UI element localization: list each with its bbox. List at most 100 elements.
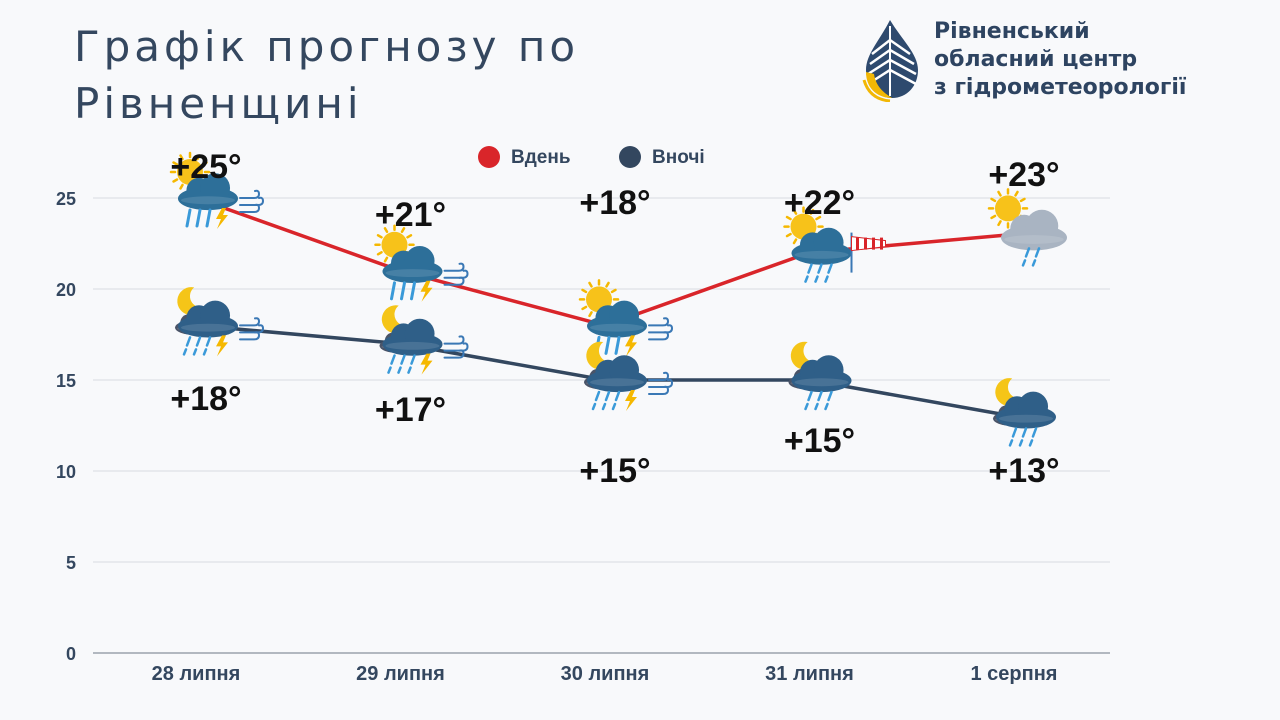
sun-ray <box>990 214 997 220</box>
rain-drop <box>604 335 611 355</box>
sun-ray <box>581 288 588 294</box>
rain-drop <box>407 366 412 374</box>
cloud-highlight <box>385 341 440 350</box>
wind-stroke <box>648 331 670 341</box>
rain-drop <box>1024 247 1031 258</box>
rain-drop <box>185 208 192 228</box>
x-axis: 28 липня 29 липня 30 липня 31 липня 1 серпня <box>152 663 1058 685</box>
lightning-bolt <box>420 353 433 375</box>
rain-drop <box>1028 439 1034 447</box>
cloud-highlight <box>794 378 849 387</box>
sun-ray <box>376 251 383 256</box>
rain-drop <box>591 402 597 411</box>
rain-drop <box>614 390 621 402</box>
wind-stroke <box>239 196 265 206</box>
sun-ray <box>792 208 798 215</box>
x-tick-label: 28 липня <box>152 663 241 685</box>
wind-stroke <box>443 262 465 272</box>
sun-ray <box>997 190 1002 197</box>
sun-ray <box>406 234 413 239</box>
sun-ray <box>383 227 389 234</box>
sun-ray <box>1014 190 1019 197</box>
night-temp-label: +13° <box>988 452 1059 490</box>
chart-legend: Вдень Вночі <box>478 146 705 168</box>
lightning-bolt <box>216 208 228 229</box>
sun-ray <box>179 183 184 190</box>
rain-drop <box>1031 427 1038 438</box>
cloud-puff <box>404 318 435 349</box>
rain-drop <box>601 402 607 411</box>
sun-ray <box>172 178 179 183</box>
rain-drop <box>192 348 198 356</box>
sun-ray <box>383 256 389 263</box>
logo-line-2: обласний центр <box>934 47 1138 72</box>
rain-drop <box>1021 427 1028 438</box>
sun-ray <box>997 220 1002 227</box>
night-temp-label: +15° <box>784 422 855 460</box>
y-tick-label: 20 <box>56 280 76 300</box>
y-tick-label: 15 <box>56 371 76 391</box>
cloud-highlight <box>181 323 235 332</box>
logo-line-1: Рівненський <box>934 19 1090 44</box>
cloud-highlight <box>181 196 235 205</box>
cloud-highlight <box>999 414 1053 423</box>
moon-cloud-thunderstorm-wind-icon <box>379 305 469 375</box>
rain-drop <box>195 208 202 228</box>
sun-ray <box>990 197 997 203</box>
sun-cloud-rain-windsock-icon <box>783 206 886 283</box>
cloud-puff <box>813 355 844 385</box>
rain-drop <box>611 402 617 411</box>
rain-drop <box>182 348 188 356</box>
moon-cloud-thunderstorm-wind-icon <box>175 287 265 357</box>
rain-drop <box>205 208 212 228</box>
rain-drop <box>827 263 833 274</box>
rain-drop <box>390 281 396 301</box>
sun-disc <box>995 195 1021 222</box>
rain-drop <box>202 348 208 356</box>
rain-drop <box>1021 259 1027 267</box>
wind-stroke <box>239 331 261 341</box>
rain-drop <box>817 263 823 274</box>
wind-stroke <box>239 189 261 199</box>
legend-day-marker <box>478 146 500 168</box>
sun-ray <box>201 161 208 166</box>
rain-drop <box>205 336 212 347</box>
rain-drop <box>594 390 601 402</box>
day-temp-label: +18° <box>579 184 650 222</box>
rain-drop <box>1034 247 1041 258</box>
lightning-bolt <box>625 335 637 357</box>
lightning-bolt <box>420 280 433 302</box>
sun-cloud-rain-icon <box>987 188 1067 267</box>
night-temp-label: +17° <box>375 391 446 429</box>
rain-drop <box>807 263 813 274</box>
wind-stroke <box>239 203 261 213</box>
sun-ray <box>172 161 179 166</box>
sun-cloud-thunderstorm-wind-icon <box>169 151 265 229</box>
sun-ray <box>196 154 201 161</box>
y-tick-label: 0 <box>66 644 76 664</box>
sun-ray <box>809 208 815 215</box>
rain-drop <box>400 281 406 301</box>
rain-drop <box>604 390 611 402</box>
wind-stroke <box>648 385 670 395</box>
wind-stroke <box>443 349 465 359</box>
sun-ray <box>1019 197 1026 203</box>
wind-stroke <box>648 378 674 388</box>
rain-drop <box>804 402 809 411</box>
logo-line-3: з гідрометеорології <box>934 75 1187 100</box>
rain-drop <box>824 402 829 411</box>
night-temp-label: +18° <box>170 380 241 418</box>
cloud-puff <box>1018 391 1049 422</box>
y-tick-label: 5 <box>66 553 76 573</box>
rain-drop <box>807 390 813 402</box>
logo-text: Рівненський обласний центр з гідрометеор… <box>934 18 1186 102</box>
sun-cloud-thunderstorm-wind-icon <box>374 224 469 302</box>
day-temp-label: +21° <box>375 196 446 234</box>
day-temp-label: +22° <box>784 184 855 222</box>
rain-drop <box>1011 427 1018 438</box>
wind-stroke <box>443 335 465 345</box>
temperature-labels: +25° +21° +18° +22° +23° +18° +17° +15° +15° +13° <box>170 148 1059 490</box>
cloud-puff <box>200 300 231 331</box>
sun-ray <box>610 288 617 294</box>
